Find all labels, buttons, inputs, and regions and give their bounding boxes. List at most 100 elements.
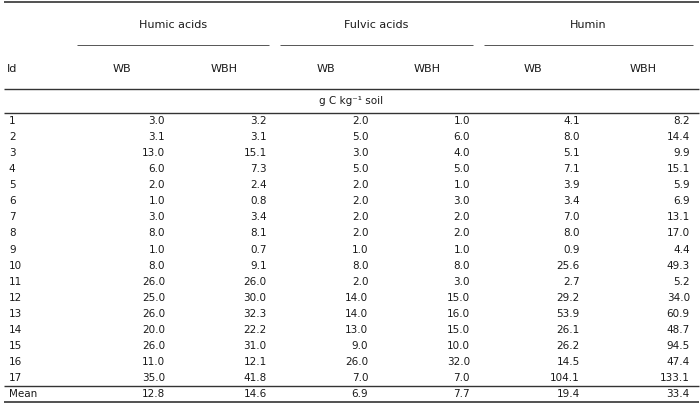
Text: 8.0: 8.0 — [148, 261, 165, 271]
Text: 12.8: 12.8 — [141, 389, 165, 399]
Text: 26.0: 26.0 — [345, 357, 368, 367]
Text: 7.1: 7.1 — [563, 164, 580, 174]
Text: 7.0: 7.0 — [454, 373, 470, 383]
Text: 4: 4 — [9, 164, 15, 174]
Text: 53.9: 53.9 — [556, 309, 580, 319]
Text: 1.0: 1.0 — [352, 244, 368, 255]
Text: 0.8: 0.8 — [250, 196, 267, 206]
Text: 7.0: 7.0 — [352, 373, 368, 383]
Text: 32.3: 32.3 — [244, 309, 267, 319]
Text: 9.0: 9.0 — [352, 341, 368, 351]
Text: 0.9: 0.9 — [563, 244, 580, 255]
Text: 3.4: 3.4 — [250, 213, 267, 223]
Text: 13.0: 13.0 — [345, 325, 368, 335]
Text: 94.5: 94.5 — [666, 341, 690, 351]
Text: 4.0: 4.0 — [454, 148, 470, 158]
Text: 49.3: 49.3 — [666, 261, 690, 271]
Text: 14.0: 14.0 — [345, 309, 368, 319]
Text: 9.9: 9.9 — [673, 148, 690, 158]
Text: Mean: Mean — [9, 389, 37, 399]
Text: Fulvic acids: Fulvic acids — [344, 20, 409, 30]
Text: 9: 9 — [9, 244, 15, 255]
Text: 3: 3 — [9, 148, 15, 158]
Text: 41.8: 41.8 — [244, 373, 267, 383]
Text: 26.0: 26.0 — [142, 309, 165, 319]
Text: 3.0: 3.0 — [148, 116, 165, 126]
Text: 15.0: 15.0 — [447, 325, 470, 335]
Text: 11: 11 — [9, 277, 22, 286]
Text: 2.4: 2.4 — [250, 180, 267, 190]
Text: 2.0: 2.0 — [454, 213, 470, 223]
Text: 5.2: 5.2 — [673, 277, 690, 286]
Text: 32.0: 32.0 — [447, 357, 470, 367]
Text: 6.0: 6.0 — [148, 164, 165, 174]
Text: 34.0: 34.0 — [666, 292, 690, 303]
Text: 26.0: 26.0 — [244, 277, 267, 286]
Text: 6.0: 6.0 — [454, 132, 470, 142]
Text: Humic acids: Humic acids — [139, 20, 207, 30]
Text: 5.0: 5.0 — [352, 164, 368, 174]
Text: 3.0: 3.0 — [454, 277, 470, 286]
Text: 14.0: 14.0 — [345, 292, 368, 303]
Text: 14.5: 14.5 — [556, 357, 580, 367]
Text: 8.2: 8.2 — [673, 116, 690, 126]
Text: WB: WB — [316, 64, 335, 74]
Text: 4.1: 4.1 — [563, 116, 580, 126]
Text: 3.2: 3.2 — [250, 116, 267, 126]
Text: 3.4: 3.4 — [563, 196, 580, 206]
Text: 15.1: 15.1 — [666, 164, 690, 174]
Text: 13: 13 — [9, 309, 22, 319]
Text: 2.0: 2.0 — [352, 229, 368, 238]
Text: 7: 7 — [9, 213, 15, 223]
Text: 3.0: 3.0 — [148, 213, 165, 223]
Text: 10.0: 10.0 — [447, 341, 470, 351]
Text: 3.0: 3.0 — [352, 148, 368, 158]
Text: 8: 8 — [9, 229, 15, 238]
Text: 15.1: 15.1 — [244, 148, 267, 158]
Text: 26.1: 26.1 — [556, 325, 580, 335]
Text: 1.0: 1.0 — [454, 244, 470, 255]
Text: WBH: WBH — [630, 64, 657, 74]
Text: 4.4: 4.4 — [673, 244, 690, 255]
Text: 8.0: 8.0 — [454, 261, 470, 271]
Text: 60.9: 60.9 — [666, 309, 690, 319]
Text: 1.0: 1.0 — [148, 244, 165, 255]
Text: 9.1: 9.1 — [250, 261, 267, 271]
Text: 25.0: 25.0 — [142, 292, 165, 303]
Text: 6.9: 6.9 — [673, 196, 690, 206]
Text: 15.0: 15.0 — [447, 292, 470, 303]
Text: 5.9: 5.9 — [673, 180, 690, 190]
Text: 5.1: 5.1 — [563, 148, 580, 158]
Text: 7.0: 7.0 — [563, 213, 580, 223]
Text: 1.0: 1.0 — [148, 196, 165, 206]
Text: 8.0: 8.0 — [148, 229, 165, 238]
Text: 3.9: 3.9 — [563, 180, 580, 190]
Text: 2.7: 2.7 — [563, 277, 580, 286]
Text: 30.0: 30.0 — [244, 292, 267, 303]
Text: 35.0: 35.0 — [142, 373, 165, 383]
Text: 26.0: 26.0 — [142, 341, 165, 351]
Text: 1.0: 1.0 — [454, 180, 470, 190]
Text: 20.0: 20.0 — [142, 325, 165, 335]
Text: 17.0: 17.0 — [666, 229, 690, 238]
Text: 2.0: 2.0 — [352, 277, 368, 286]
Text: 2: 2 — [9, 132, 15, 142]
Text: 3.1: 3.1 — [250, 132, 267, 142]
Text: 16.0: 16.0 — [447, 309, 470, 319]
Text: 0.7: 0.7 — [250, 244, 267, 255]
Text: 3.1: 3.1 — [148, 132, 165, 142]
Text: 19.4: 19.4 — [556, 389, 580, 399]
Text: Humin: Humin — [570, 20, 607, 30]
Text: 1.0: 1.0 — [454, 116, 470, 126]
Text: WBH: WBH — [211, 64, 237, 74]
Text: 17: 17 — [9, 373, 22, 383]
Text: 26.2: 26.2 — [556, 341, 580, 351]
Text: 5.0: 5.0 — [352, 132, 368, 142]
Text: 6: 6 — [9, 196, 15, 206]
Text: 11.0: 11.0 — [142, 357, 165, 367]
Text: 5.0: 5.0 — [454, 164, 470, 174]
Text: WBH: WBH — [414, 64, 441, 74]
Text: 25.6: 25.6 — [556, 261, 580, 271]
Text: 2.0: 2.0 — [352, 213, 368, 223]
Text: WB: WB — [113, 64, 132, 74]
